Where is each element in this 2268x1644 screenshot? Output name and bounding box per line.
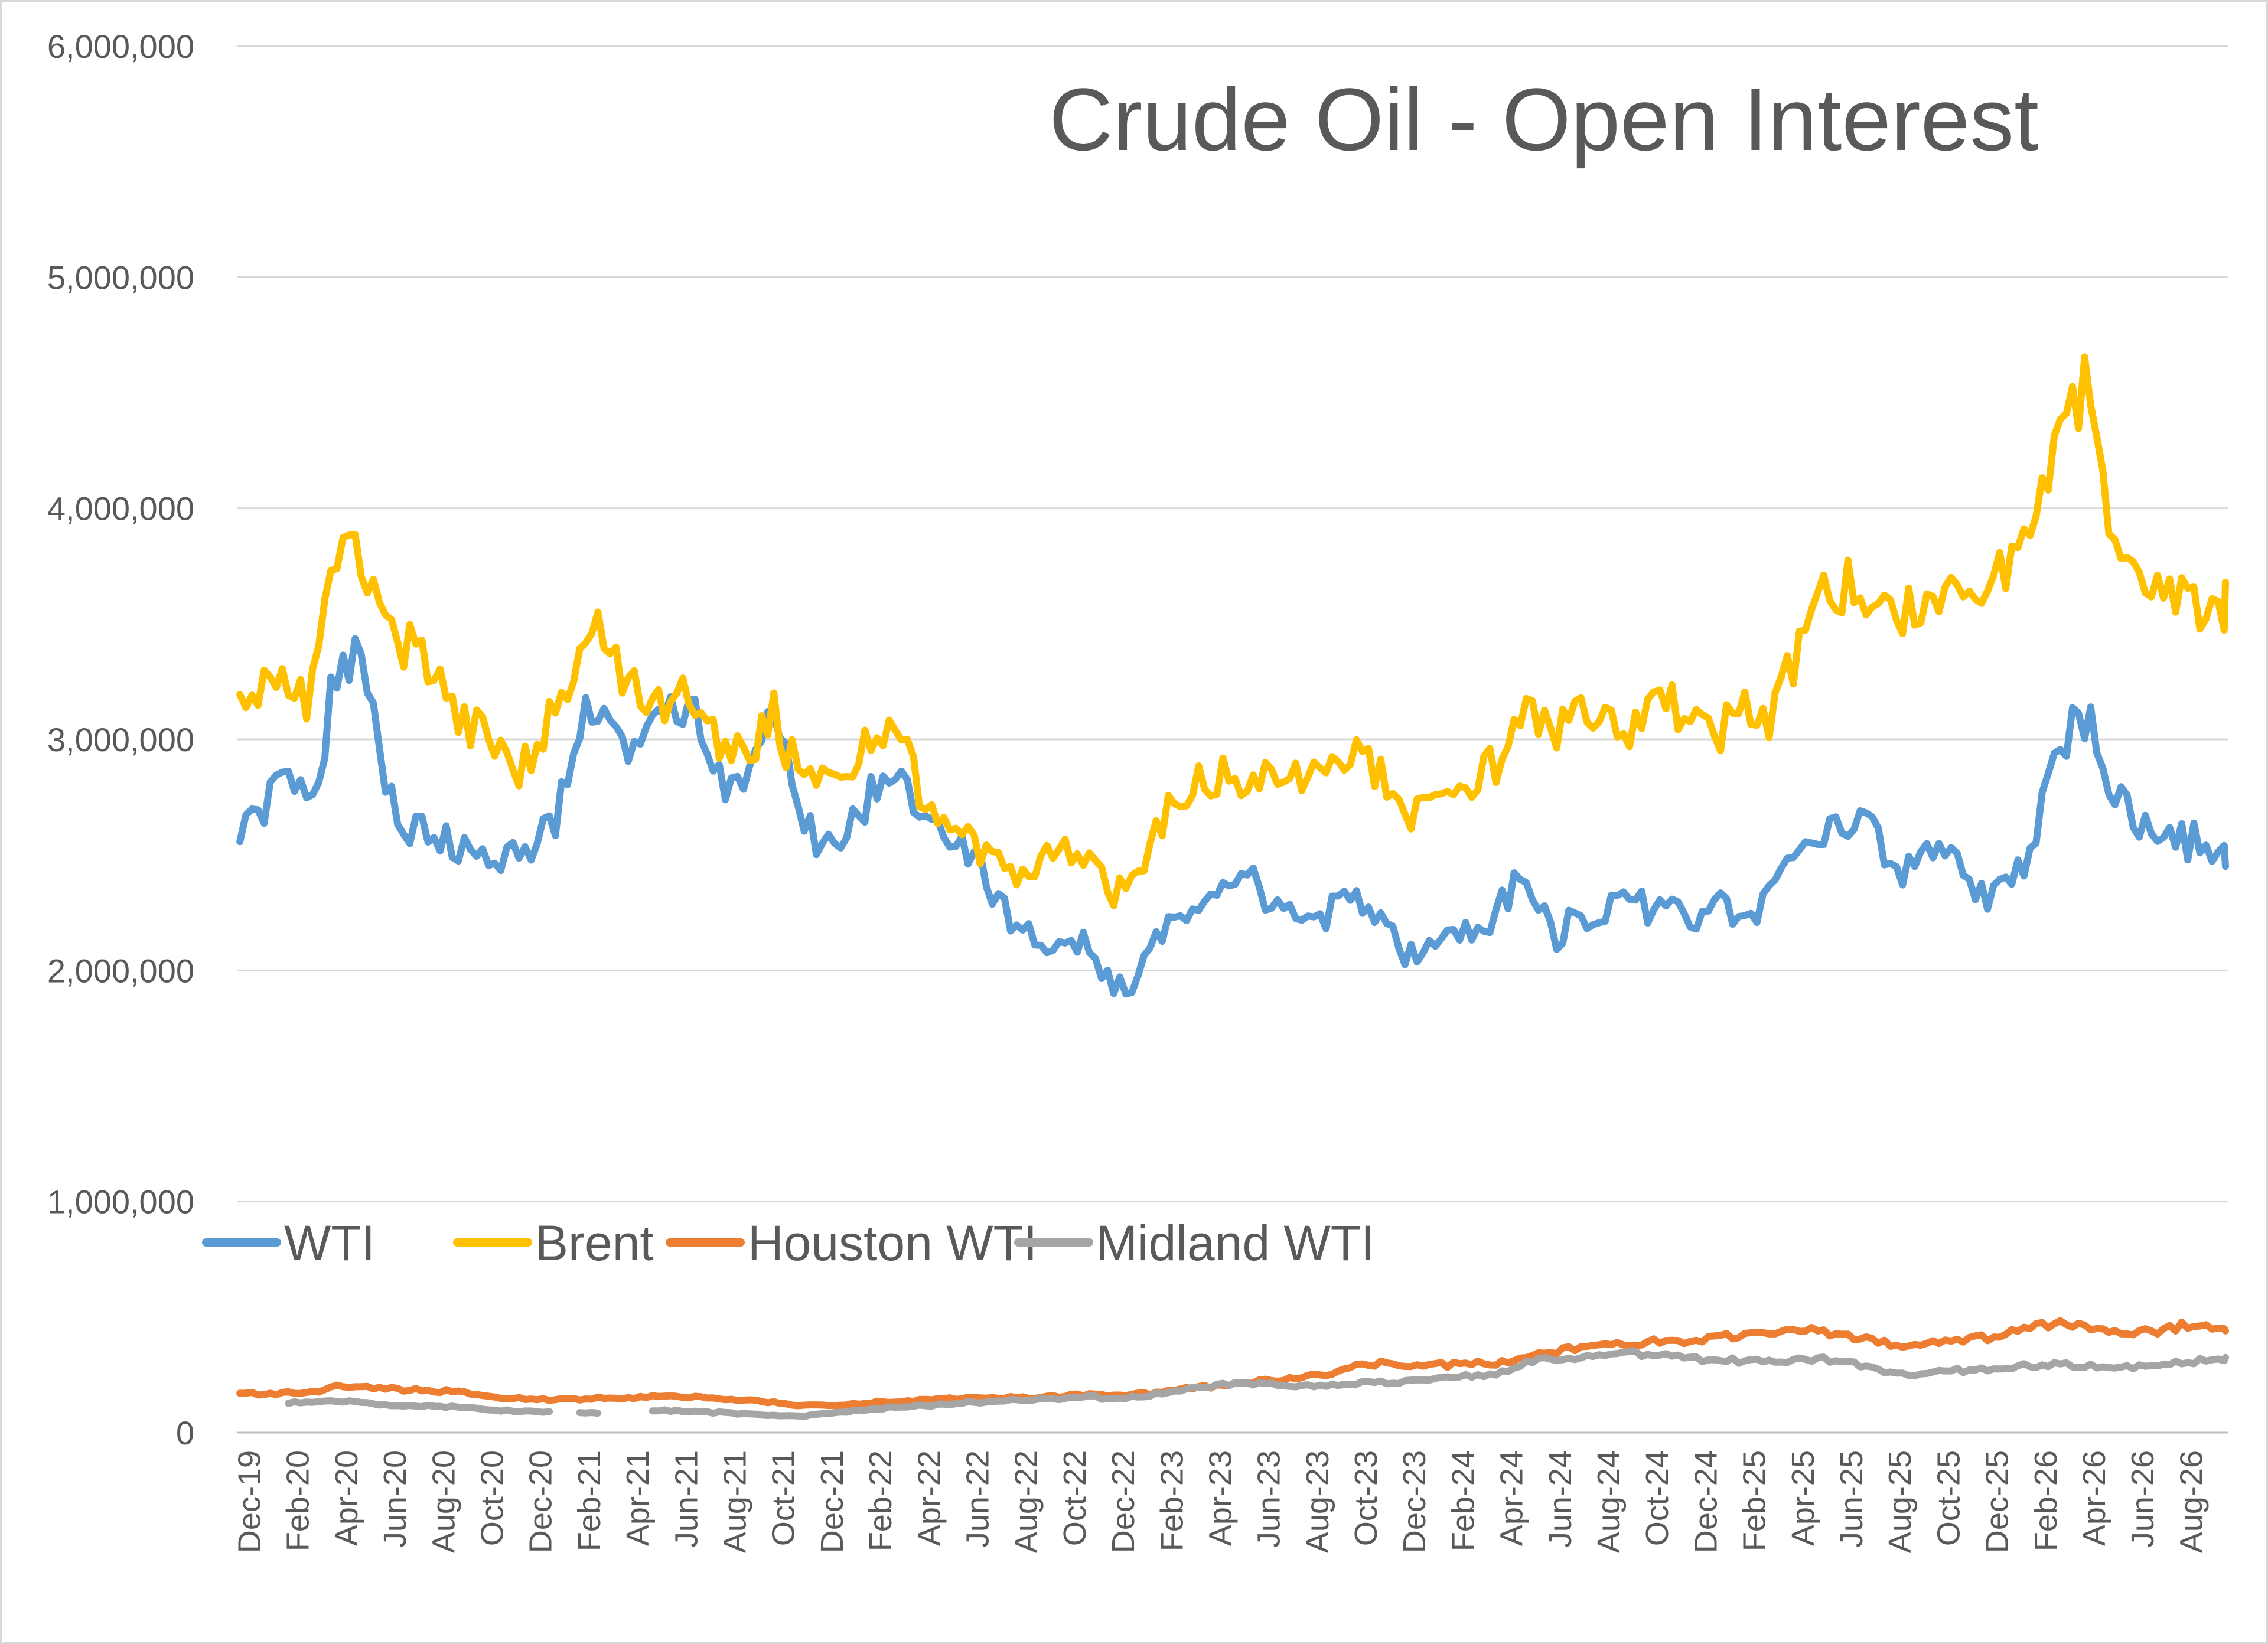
x-tick-label: Jun-26 — [2125, 1450, 2161, 1548]
x-tick-label: Jun-20 — [377, 1450, 413, 1548]
x-tick-label: Dec-19 — [232, 1450, 268, 1553]
legend-label: Midland WTI — [1096, 1215, 1374, 1271]
y-tick-label: 6,000,000 — [47, 28, 194, 65]
y-tick-label: 3,000,000 — [47, 721, 194, 758]
series-line-houston-wti — [236, 1317, 2229, 1410]
chart-title: Crude Oil - Open Interest — [1049, 70, 2039, 169]
legend-label: Brent — [535, 1215, 654, 1271]
x-tick-label: Jun-21 — [669, 1450, 704, 1548]
x-tick-label: Apr-22 — [911, 1450, 947, 1546]
x-tick-label: Oct-22 — [1057, 1450, 1093, 1546]
x-tick-label: Feb-20 — [281, 1450, 316, 1551]
x-tick-label: Apr-20 — [329, 1450, 364, 1546]
x-tick-label: Aug-26 — [2174, 1450, 2209, 1553]
x-tick-label: Apr-25 — [1785, 1450, 1821, 1546]
x-tick-label: Dec-22 — [1106, 1450, 1141, 1553]
x-tick-label: Feb-23 — [1154, 1450, 1190, 1551]
x-tick-label: Dec-25 — [1980, 1450, 2015, 1553]
y-axis-ticks: 0 1,000,000 2,000,000 3,000,000 4,000,000 5,0… — [47, 28, 194, 1451]
x-tick-label: Feb-26 — [2028, 1450, 2064, 1551]
x-tick-label: Aug-25 — [1882, 1450, 1918, 1553]
x-tick-label: Aug-24 — [1591, 1450, 1627, 1553]
series-lines — [236, 353, 2229, 1420]
x-tick-label: Jun-22 — [960, 1450, 995, 1548]
x-tick-label: Feb-25 — [1737, 1450, 1772, 1551]
series-line-wti — [236, 635, 2229, 998]
x-tick-label: Aug-20 — [426, 1450, 461, 1553]
x-tick-label: Aug-22 — [1009, 1450, 1044, 1553]
gridlines — [237, 45, 2228, 1434]
y-tick-label: 5,000,000 — [47, 259, 194, 296]
y-tick-label: 1,000,000 — [47, 1183, 194, 1221]
x-tick-label: Oct-25 — [1931, 1450, 1966, 1546]
x-tick-label: Jun-23 — [1252, 1450, 1287, 1548]
x-axis-ticks: Dec-19 Feb-20 Apr-20 Jun-20 Aug-20 Oct-20 Dec-… — [232, 1450, 2210, 1553]
x-tick-label: Dec-20 — [523, 1450, 559, 1553]
x-tick-label: Aug-21 — [718, 1450, 753, 1553]
y-tick-label: 4,000,000 — [47, 490, 194, 527]
x-tick-label: Apr-26 — [2077, 1450, 2112, 1546]
legend-label: WTI — [284, 1215, 375, 1271]
x-tick-label: Dec-21 — [814, 1450, 850, 1553]
x-tick-label: Feb-22 — [863, 1450, 898, 1551]
x-tick-label: Feb-24 — [1445, 1450, 1481, 1551]
x-tick-label: Oct-24 — [1640, 1450, 1675, 1546]
x-tick-label: Apr-21 — [620, 1450, 656, 1546]
x-tick-label: Aug-23 — [1300, 1450, 1335, 1553]
y-tick-label: 2,000,000 — [47, 952, 194, 989]
legend: WTI Brent Houston WTI Midland WTI — [202, 1215, 1374, 1271]
x-tick-label: Jun-25 — [1834, 1450, 1869, 1548]
x-tick-label: Oct-20 — [475, 1450, 510, 1546]
series-line-midland-wti — [649, 1348, 2229, 1420]
series-line-midland-wti — [285, 1397, 553, 1416]
y-tick-label: 0 — [176, 1414, 194, 1451]
x-tick-label: Oct-21 — [766, 1450, 801, 1546]
x-tick-label: Oct-23 — [1348, 1450, 1384, 1546]
x-tick-label: Dec-23 — [1397, 1450, 1432, 1553]
legend-label: Houston WTI — [748, 1215, 1037, 1271]
x-tick-label: Jun-24 — [1543, 1450, 1578, 1548]
x-tick-label: Apr-23 — [1203, 1450, 1238, 1546]
x-tick-label: Dec-24 — [1688, 1450, 1723, 1553]
x-tick-label: Apr-24 — [1494, 1450, 1530, 1546]
series-line-brent — [236, 353, 2229, 909]
x-tick-label: Feb-21 — [572, 1450, 607, 1551]
